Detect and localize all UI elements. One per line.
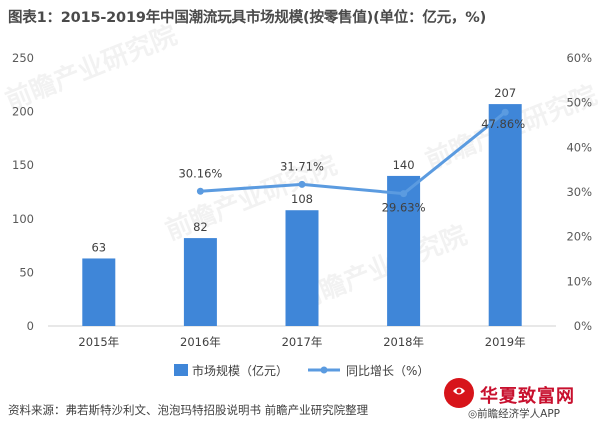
bar-value-label: 207 (494, 86, 516, 100)
legend-bar-label: 市场规模（亿元） (192, 363, 288, 378)
x-tick-label: 2017年 (282, 335, 323, 349)
source-note: 资料来源：弗若斯特沙利文、泡泡玛特招股说明书 前瞻产业研究院整理 (8, 403, 369, 417)
growth-point (196, 187, 204, 195)
y-right-tick-label: 10% (566, 274, 592, 288)
labels-layer: 63 82 108 140 207 30.16% 31.71% 29.63% 47.86% (91, 86, 525, 254)
brand-logo-icon (444, 378, 474, 408)
bar (183, 238, 217, 326)
y-left-tick-label: 50 (19, 265, 34, 279)
x-tick-label: 2015年 (78, 335, 119, 349)
axes-layer: 0 50 100 150 200 250 0% 10% 20% 30% 40% 50% 60% 2015年… (12, 51, 592, 349)
combo-chart: 前瞻产业研究院前瞻产业研究院前瞻产业研究院前瞻产业研究院 05010015020… (1, 20, 600, 378)
y-left-tick-label: 100 (12, 212, 34, 226)
bar (488, 104, 522, 326)
y-left-tick-label: 0 (27, 319, 34, 333)
growth-line (200, 111, 507, 196)
legend-layer: 市场规模（亿元） 同比增长（%） (174, 363, 429, 378)
bars-layer (82, 104, 522, 326)
y-right-tick-label: 0% (574, 319, 592, 333)
x-tick-label: 2016年 (180, 335, 221, 349)
growth-point (501, 108, 509, 116)
line-layer (196, 108, 509, 198)
growth-value-label: 30.16% (178, 166, 222, 180)
legend-line-label: 同比增长（%） (346, 364, 429, 378)
bar-value-label: 82 (193, 220, 208, 234)
growth-value-label: 31.71% (280, 159, 324, 173)
legend-bar-swatch (174, 364, 188, 376)
chart-title: 图表1：2015-2019年中国潮流玩具市场规模(按零售值)(单位：亿元，%) (8, 10, 487, 26)
bar (285, 210, 319, 326)
y-right-tick-label: 20% (566, 230, 592, 244)
brand-badge: 华夏致富网 ◎前瞻经济学人APP (424, 374, 600, 430)
growth-value-label: 29.63% (382, 201, 426, 215)
y-left-tick-label: 200 (12, 105, 34, 119)
growth-value-label: 47.86% (481, 117, 525, 131)
y-right-tick-label: 60% (566, 51, 592, 65)
y-right-tick-label: 40% (566, 140, 592, 154)
bar-value-label: 63 (91, 240, 106, 254)
brand-name: 华夏致富网 (480, 386, 575, 407)
legend-line-marker (320, 366, 328, 374)
y-right-tick-label: 30% (566, 185, 592, 199)
bar-value-label: 140 (393, 158, 415, 172)
y-left-tick-label: 150 (12, 158, 34, 172)
bar-value-label: 108 (291, 192, 313, 206)
y-right-tick-label: 50% (566, 96, 592, 110)
watermark-text: 前瞻产业研究院 (1, 20, 181, 117)
bar (387, 175, 421, 326)
bar (82, 258, 116, 326)
x-tick-label: 2019年 (485, 335, 526, 349)
growth-point (298, 180, 306, 188)
brand-subtitle: ◎前瞻经济学人APP (468, 408, 561, 420)
y-left-tick-label: 250 (12, 51, 34, 65)
growth-point (400, 190, 408, 198)
x-tick-label: 2018年 (383, 335, 424, 349)
